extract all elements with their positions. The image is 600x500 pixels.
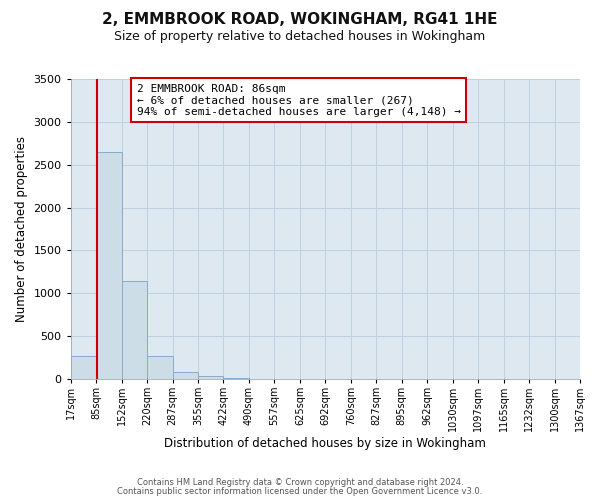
Bar [96,152,122,379]
Bar [198,376,223,379]
Text: 2 EMMBROOK ROAD: 86sqm
← 6% of detached houses are smaller (267)
94% of semi-det: 2 EMMBROOK ROAD: 86sqm ← 6% of detached … [137,84,461,116]
Text: Size of property relative to detached houses in Wokingham: Size of property relative to detached ho… [115,30,485,43]
Bar [223,378,249,379]
Bar [173,372,198,379]
Bar [122,282,147,379]
Text: Contains public sector information licensed under the Open Government Licence v3: Contains public sector information licen… [118,487,482,496]
Bar [147,356,173,379]
Text: Contains HM Land Registry data © Crown copyright and database right 2024.: Contains HM Land Registry data © Crown c… [137,478,463,487]
X-axis label: Distribution of detached houses by size in Wokingham: Distribution of detached houses by size … [164,437,486,450]
Text: 2, EMMBROOK ROAD, WOKINGHAM, RG41 1HE: 2, EMMBROOK ROAD, WOKINGHAM, RG41 1HE [102,12,498,28]
Bar [71,356,96,379]
Y-axis label: Number of detached properties: Number of detached properties [15,136,28,322]
